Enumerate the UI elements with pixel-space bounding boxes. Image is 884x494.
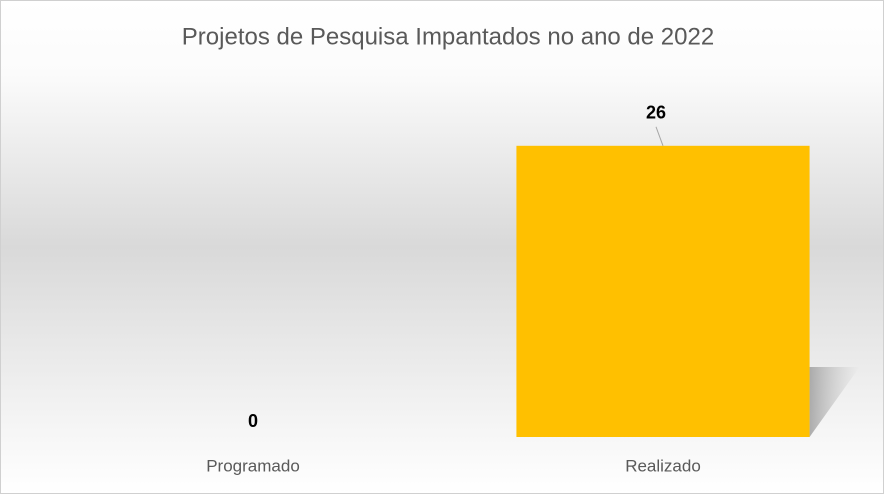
x-tick-label: Realizado (625, 456, 701, 475)
bar-shadow (809, 367, 860, 437)
chart-title: Projetos de Pesquisa Impantados no ano d… (182, 23, 714, 50)
bar (516, 145, 810, 438)
x-tick-label: Programado (206, 456, 300, 475)
value-label: 0 (248, 411, 258, 431)
value-label: 26 (646, 103, 666, 123)
leader-line (655, 126, 664, 146)
